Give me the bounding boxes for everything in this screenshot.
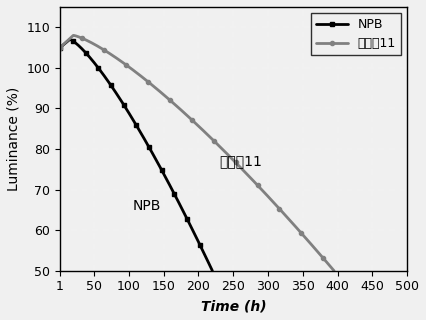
X-axis label: Time (h): Time (h) xyxy=(201,299,266,313)
Line: 化合牨11: 化合牨11 xyxy=(58,33,336,273)
NPB xyxy=(58,46,63,50)
化合牨11 xyxy=(71,34,76,37)
Text: NPB: NPB xyxy=(132,199,161,213)
NPB xyxy=(127,112,132,116)
化合牨11 xyxy=(178,108,184,112)
化合牨11 xyxy=(169,99,174,103)
化合牨11 xyxy=(331,269,337,273)
化合牨11 xyxy=(86,39,91,43)
化合牨11 xyxy=(271,201,276,205)
化合牨11 xyxy=(276,206,282,210)
NPB xyxy=(85,52,90,56)
NPB xyxy=(173,193,178,197)
NPB xyxy=(67,37,72,41)
NPB xyxy=(159,169,164,173)
化合牨11 xyxy=(246,174,251,178)
Line: NPB: NPB xyxy=(58,37,214,273)
NPB xyxy=(97,68,102,71)
Y-axis label: Luminance (%): Luminance (%) xyxy=(7,87,21,191)
Legend: NPB, 化合牨11: NPB, 化合牨11 xyxy=(311,13,401,55)
化合牨11 xyxy=(58,46,63,50)
Text: 化合牨11: 化合牨11 xyxy=(219,154,262,168)
NPB xyxy=(210,269,215,273)
NPB xyxy=(147,147,153,151)
